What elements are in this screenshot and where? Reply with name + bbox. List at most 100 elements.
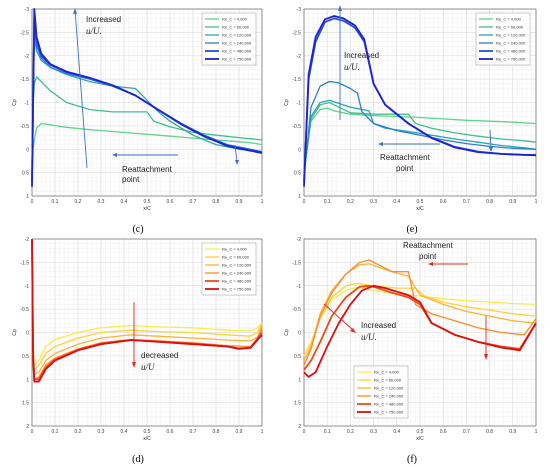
x-tick-label: 0 bbox=[31, 199, 34, 205]
y-tick-label: -1.5 bbox=[20, 77, 29, 83]
x-tick-label: 0.5 bbox=[417, 199, 424, 205]
series-line-2 bbox=[303, 282, 537, 357]
y-tick-label: -2.5 bbox=[20, 30, 29, 36]
arrow-c-left-head bbox=[112, 153, 117, 157]
arrow-c-down-head bbox=[235, 160, 239, 165]
y-tick-label: 1 bbox=[298, 194, 301, 200]
panel-f-chart: 0 0.1 0.2 0.3 0.4 0.5 0.6 0.7 0.8 0.9 1 -2 -1.5 -1 -0.… bbox=[284, 237, 538, 442]
arrow-c-up bbox=[74, 9, 88, 169]
legend-label: Re_C = 480,000 bbox=[222, 49, 252, 54]
arrow-f-down-head bbox=[484, 354, 488, 360]
legend-box bbox=[201, 242, 257, 296]
legend-box bbox=[201, 12, 257, 66]
plot-frame bbox=[303, 238, 537, 427]
y-tick-label: -2 bbox=[25, 54, 30, 60]
arrow-e-down-head bbox=[489, 147, 493, 152]
x-tick-label: 0.3 bbox=[98, 429, 105, 435]
annotation-c-ratio: u/U. bbox=[86, 26, 102, 36]
x-tick-label: 0.7 bbox=[463, 199, 470, 205]
x-tick-label: 0 bbox=[303, 199, 306, 205]
y-tick-label: 1.5 bbox=[294, 401, 301, 407]
y-tick-label: -0.5 bbox=[20, 124, 29, 130]
x-tick-label: 0.4 bbox=[121, 429, 128, 435]
legend-label: Re_C = 4,000 bbox=[496, 17, 522, 22]
series-line-4 bbox=[303, 80, 537, 178]
annotation-c-reattach: Reattachment bbox=[122, 165, 173, 174]
x-tick-label: 0.2 bbox=[347, 429, 354, 435]
x-tick-label: 0.1 bbox=[324, 199, 331, 205]
arrow-f-diag bbox=[323, 303, 354, 331]
y-tick-label: -3 bbox=[25, 7, 30, 13]
legend-label: Re_C = 120,000 bbox=[374, 386, 404, 391]
x-axis-label: x/C bbox=[416, 206, 424, 212]
x-tick-label: 0.4 bbox=[121, 199, 128, 205]
annotation-f-ratio: u/U. bbox=[361, 332, 377, 342]
x-tick-label: 0.7 bbox=[190, 199, 197, 205]
series-line-3 bbox=[31, 36, 263, 173]
x-tick-label: 0.6 bbox=[440, 199, 447, 205]
y-axis-label: Cp bbox=[284, 329, 290, 336]
annotation-c-point: point bbox=[122, 175, 140, 184]
annotation-d-ratio: u/U bbox=[141, 362, 155, 372]
annotation-e-increased: Increased bbox=[344, 51, 379, 60]
x-tick-label: 0.1 bbox=[52, 429, 59, 435]
series-line-6 bbox=[31, 238, 263, 383]
series-line-3 bbox=[31, 238, 263, 376]
y-tick-label: 0 bbox=[26, 147, 29, 153]
x-tick-label: 0.9 bbox=[236, 429, 243, 435]
legend-label: Re_C = 240,000 bbox=[374, 394, 404, 399]
x-tick-label: 1 bbox=[261, 199, 264, 205]
x-tick-label: 0.6 bbox=[167, 429, 174, 435]
arrow-e-up-head bbox=[338, 5, 342, 11]
annotation-e-reattach: Reattachment bbox=[380, 153, 431, 162]
x-axis-label: x/C bbox=[143, 206, 151, 212]
x-tick-label: 0.1 bbox=[324, 429, 331, 435]
legend-box bbox=[353, 365, 409, 419]
x-tick-label: 0.8 bbox=[213, 429, 220, 435]
y-axis-label: Cp bbox=[12, 99, 18, 106]
y-axis-label: Cp bbox=[284, 99, 290, 106]
y-tick-label: -1 bbox=[25, 101, 30, 107]
annotation-c-increased: Increased bbox=[86, 15, 121, 24]
x-tick-label: 0.8 bbox=[486, 199, 493, 205]
arrow-d-down-head bbox=[132, 362, 136, 368]
y-tick-label: -0.5 bbox=[292, 124, 301, 130]
legend-label: Re_C = 4,000 bbox=[222, 247, 248, 252]
plot-frame bbox=[303, 8, 537, 197]
y-tick-label: 0.5 bbox=[22, 171, 29, 177]
x-tick-label: 0.3 bbox=[98, 199, 105, 205]
x-tick-label: 0.9 bbox=[509, 429, 516, 435]
legend-label: Re_C = 750,000 bbox=[222, 57, 252, 62]
series-line-2 bbox=[303, 101, 537, 168]
y-tick-label: 2 bbox=[298, 424, 301, 430]
y-tick-label: 1.5 bbox=[22, 401, 29, 407]
arrow-e-left-head bbox=[378, 142, 383, 146]
plot-frame bbox=[31, 8, 263, 197]
y-tick-label: -1.5 bbox=[20, 260, 29, 266]
x-tick-label: 0.2 bbox=[75, 199, 82, 205]
y-tick-label: 0 bbox=[298, 331, 301, 337]
x-tick-label: 0.9 bbox=[236, 199, 243, 205]
series-line-2 bbox=[31, 238, 263, 371]
y-tick-label: -2 bbox=[25, 237, 30, 243]
y-tick-label: -2 bbox=[297, 237, 302, 243]
legend-label: Re_C = 240,000 bbox=[222, 271, 252, 276]
legend-label: Re_C = 60,000 bbox=[222, 255, 250, 260]
x-tick-label: 0.4 bbox=[393, 199, 400, 205]
legend-label: Re_C = 60,000 bbox=[496, 25, 524, 30]
x-tick-label: 0.5 bbox=[417, 429, 424, 435]
arrow-f-left-head bbox=[428, 262, 433, 266]
x-tick-label: 1 bbox=[535, 199, 538, 205]
y-tick-label: -0.5 bbox=[292, 307, 301, 313]
x-tick-label: 0.9 bbox=[509, 199, 516, 205]
legend-label: Re_C = 480,000 bbox=[496, 49, 526, 54]
panel-label-f: (f) bbox=[407, 454, 417, 465]
y-tick-label: -1 bbox=[297, 284, 302, 290]
x-tick-label: 0.4 bbox=[393, 429, 400, 435]
y-tick-label: 2 bbox=[26, 424, 29, 430]
x-tick-label: 0.2 bbox=[75, 429, 82, 435]
panel-c-chart: 0 0.1 0.2 0.3 0.4 0.5 0.6 0.7 0.8 0.9 1 -3 -2.5 -2 -1.… bbox=[12, 7, 264, 212]
x-tick-label: 0.5 bbox=[144, 199, 151, 205]
y-tick-label: -2.5 bbox=[292, 30, 301, 36]
series-line-1 bbox=[31, 238, 263, 366]
